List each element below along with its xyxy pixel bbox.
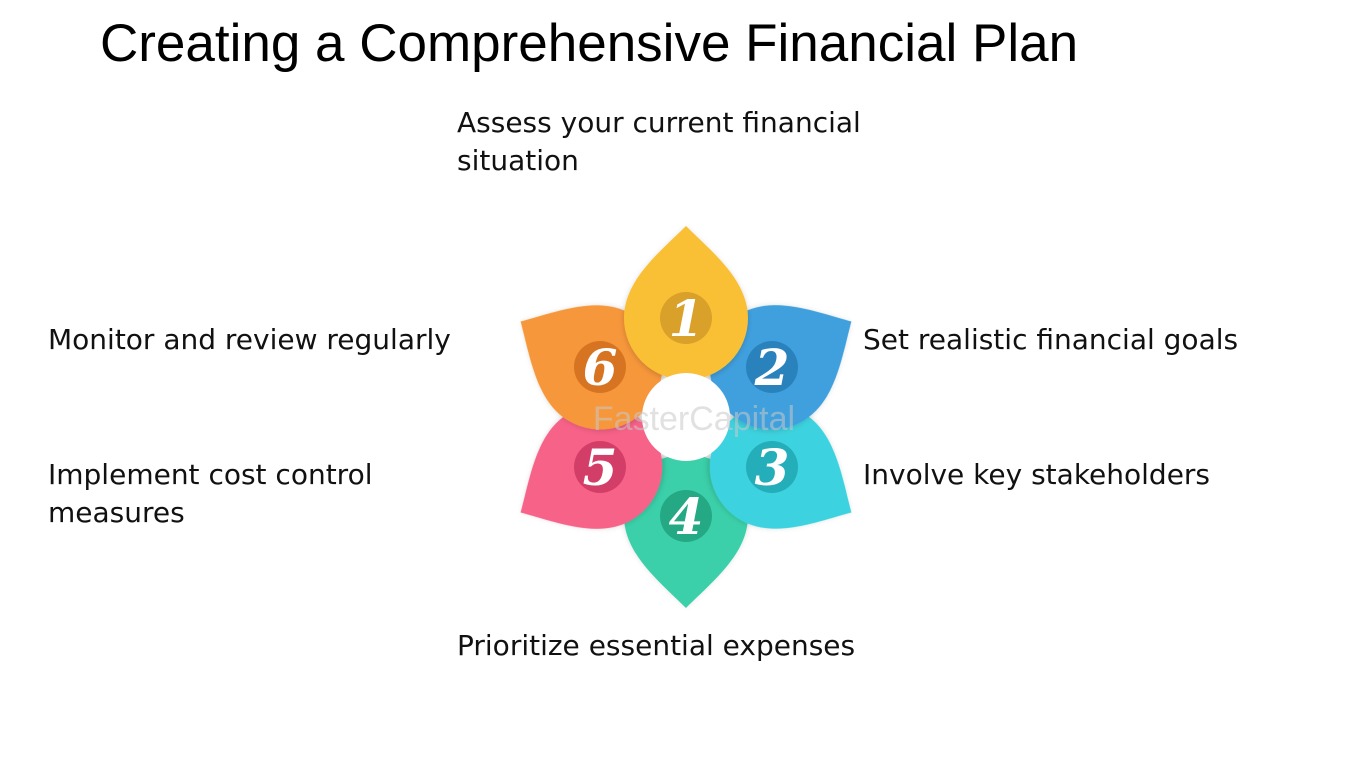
step-6-disc: [574, 341, 626, 393]
step-4-disc: [660, 490, 712, 542]
step-1-disc: [660, 292, 712, 344]
flower-center: [642, 373, 730, 461]
step-6-label: Monitor and review regularly: [48, 323, 451, 356]
step-3-label: Involve key stakeholders: [863, 458, 1211, 491]
step-1-label: Assess your current financial situation: [457, 106, 861, 177]
step-4-number: 4: [669, 487, 704, 546]
step-5-label: Implement cost control measures: [48, 458, 373, 529]
step-6-number: 6: [583, 338, 618, 397]
step-2-number: 2: [754, 338, 790, 397]
step-5-disc: [574, 441, 626, 493]
step-2-label: Set realistic financial goals: [863, 323, 1239, 356]
page-title: Creating a Comprehensive Financial Plan: [100, 14, 1079, 73]
step-2-disc: [746, 341, 798, 393]
step-3-number: 3: [755, 438, 790, 497]
step-4-label: Prioritize essential expenses: [457, 629, 856, 662]
step-1-number: 1: [669, 289, 704, 348]
step-3-disc: [746, 441, 798, 493]
step-5-number: 5: [583, 438, 618, 497]
watermark-text: FasterCapital: [593, 400, 795, 438]
